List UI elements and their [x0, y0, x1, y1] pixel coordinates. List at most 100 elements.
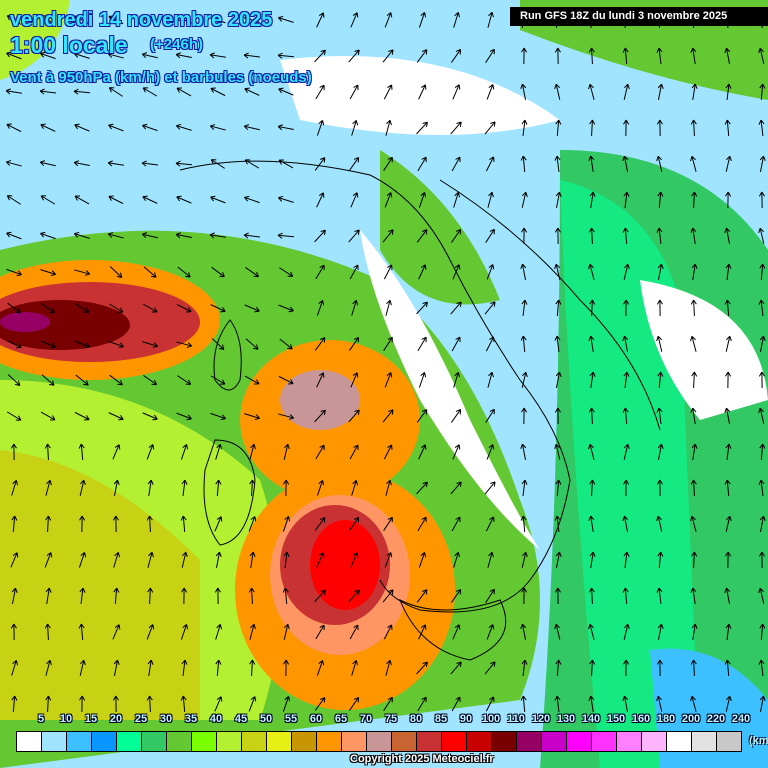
wind-arrow: [74, 15, 90, 25]
legend-swatch: [367, 732, 392, 751]
wind-arrow: [176, 15, 192, 24]
wind-arrow: [555, 191, 562, 208]
wind-arrow: [486, 444, 495, 460]
wind-arrow: [622, 335, 629, 352]
wind-arrow: [416, 481, 428, 495]
wind-arrow: [6, 195, 21, 205]
wind-arrow: [656, 695, 663, 712]
wind-arrow: [554, 83, 561, 100]
wind-arrow: [175, 52, 192, 59]
wind-arrow: [521, 659, 528, 677]
legend-tick: 70: [359, 713, 373, 725]
legend-tick: 15: [84, 713, 98, 725]
wind-arrow: [589, 119, 596, 137]
wind-arrow: [758, 191, 765, 209]
wind-arrow: [555, 479, 562, 497]
wind-arrow: [141, 52, 158, 59]
wind-arrow: [589, 479, 596, 497]
legend-swatch: [592, 732, 617, 751]
wind-arrow: [348, 49, 360, 63]
wind-arrow: [451, 228, 462, 243]
wind-arrow: [622, 47, 629, 65]
wind-arrow: [316, 480, 325, 496]
wind-arrow: [656, 47, 663, 65]
wind-arrow: [181, 551, 188, 568]
wind-arrow: [555, 371, 562, 388]
wind-arrow: [417, 696, 427, 712]
wind-arrow: [209, 124, 226, 131]
wind-arrow: [244, 375, 260, 385]
wind-arrow: [450, 121, 462, 135]
wind-arrow: [215, 443, 223, 460]
wind-arrow: [278, 413, 295, 420]
wind-arrow: [417, 336, 427, 352]
wind-arrow: [416, 121, 428, 135]
wind-arrow: [451, 336, 461, 352]
wind-arrow: [211, 266, 225, 278]
wind-arrow: [351, 479, 359, 496]
wind-arrow: [6, 51, 22, 60]
wind-arrow: [40, 231, 56, 240]
wind-arrow: [588, 83, 595, 100]
wind-arrow: [40, 195, 56, 205]
wind-arrow: [244, 413, 261, 421]
legend-tick: 5: [37, 713, 45, 725]
wind-arrow: [11, 515, 18, 533]
wind-arrow: [147, 479, 154, 496]
wind-arrow: [623, 299, 630, 317]
legend-tick: 20: [109, 713, 123, 725]
wind-arrow: [382, 589, 394, 603]
wind-arrow: [453, 551, 461, 568]
wind-arrow: [349, 336, 360, 351]
wind-arrow: [316, 372, 325, 388]
wind-arrow: [78, 623, 85, 641]
wind-arrow: [521, 407, 528, 425]
wind-arrow: [113, 551, 121, 568]
wind-arrow: [416, 589, 428, 603]
wind-arrow: [487, 191, 494, 208]
field-description: Vent à 950hPa (km/h) et barbules (noeuds…: [10, 69, 312, 86]
wind-arrow: [180, 444, 189, 460]
wind-arrow: [656, 335, 663, 352]
wind-arrow: [416, 301, 428, 315]
wind-arrow: [656, 587, 663, 605]
wind-arrow: [6, 340, 22, 349]
wind-arrow: [623, 659, 630, 677]
wind-arrow: [141, 232, 158, 239]
wind-arrow: [484, 661, 496, 675]
wind-arrow: [622, 227, 629, 245]
legend-tick: 90: [459, 713, 473, 725]
wind-arrow: [485, 588, 495, 603]
wind-arrow: [690, 407, 697, 424]
wind-arrow: [484, 301, 496, 315]
wind-arrow: [622, 587, 629, 605]
legend-tick: 120: [531, 713, 551, 725]
legend-swatch: [17, 732, 42, 751]
legend-unit: (km/h): [749, 735, 768, 747]
wind-arrow: [314, 49, 326, 63]
wind-arrow: [623, 191, 630, 209]
wind-arrow: [75, 374, 89, 386]
wind-arrow: [146, 515, 153, 533]
wind-arrow: [690, 335, 697, 352]
wind-arrow: [725, 155, 732, 172]
wind-arrow: [108, 195, 124, 205]
wind-arrow: [107, 52, 124, 59]
legend-swatch: [267, 732, 292, 751]
wind-arrow: [7, 302, 21, 314]
wind-arrow: [484, 481, 496, 495]
wind-arrow: [555, 299, 562, 317]
wind-arrow: [453, 11, 461, 28]
wind-arrow: [521, 587, 528, 605]
wind-arrow: [453, 191, 461, 208]
wind-arrow: [315, 84, 325, 100]
wind-arrow: [487, 371, 494, 388]
wind-arrow: [142, 412, 158, 421]
wind-arrow: [656, 299, 663, 317]
wind-arrow: [623, 263, 630, 280]
wind-arrow: [349, 516, 360, 531]
wind-arrow: [349, 696, 360, 711]
wind-arrow: [656, 515, 663, 532]
wind-arrow: [690, 227, 697, 244]
wind-arrow: [175, 123, 192, 131]
